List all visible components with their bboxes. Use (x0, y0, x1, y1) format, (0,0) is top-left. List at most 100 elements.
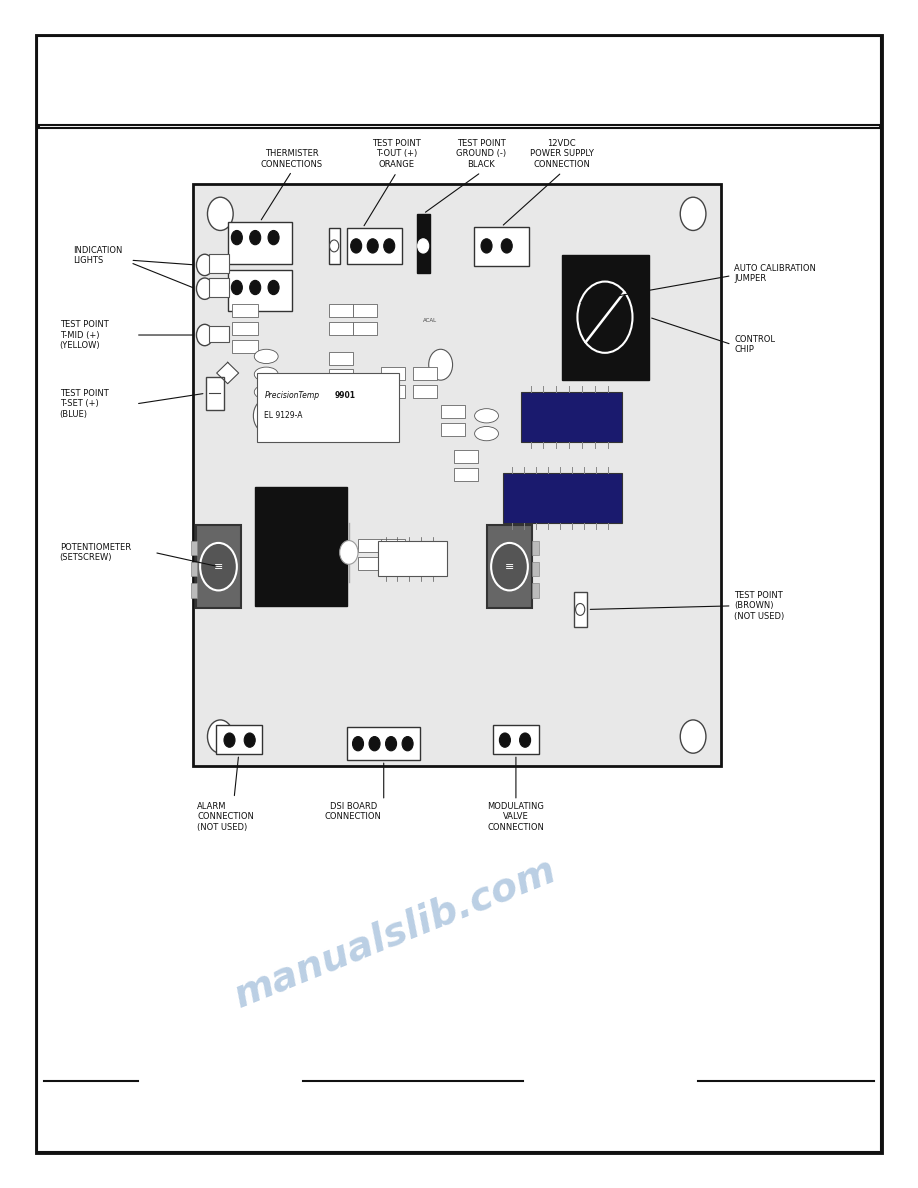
Text: ≡: ≡ (214, 562, 223, 571)
Circle shape (196, 278, 213, 299)
Bar (347, 228, 402, 264)
Bar (413, 385, 437, 398)
Bar (228, 222, 292, 264)
Bar (381, 539, 405, 552)
Bar (353, 304, 377, 317)
Text: DSI BOARD
CONNECTION: DSI BOARD CONNECTION (325, 802, 382, 821)
Bar (329, 322, 353, 335)
Bar (417, 214, 430, 273)
Bar (329, 352, 353, 365)
Text: TEST POINT
T-SET (+)
(BLUE): TEST POINT T-SET (+) (BLUE) (60, 388, 108, 419)
Text: TEST POINT
(BROWN)
(NOT USED): TEST POINT (BROWN) (NOT USED) (734, 590, 785, 621)
Circle shape (330, 240, 339, 252)
Bar (441, 423, 465, 436)
Bar (228, 270, 292, 311)
Bar (232, 340, 258, 353)
Circle shape (196, 324, 213, 346)
Circle shape (577, 282, 633, 353)
Circle shape (244, 733, 255, 747)
Circle shape (207, 720, 233, 753)
Bar (381, 385, 405, 398)
Bar (358, 415, 382, 428)
Ellipse shape (254, 349, 278, 364)
Circle shape (231, 280, 242, 295)
Text: MODULATING
VALVE
CONNECTION: MODULATING VALVE CONNECTION (487, 802, 544, 832)
Bar (206, 377, 224, 410)
Ellipse shape (254, 367, 278, 381)
Text: TEST POINT
GROUND (-)
BLACK: TEST POINT GROUND (-) BLACK (456, 139, 506, 169)
Bar (37, 36, 881, 125)
Text: 9901: 9901 (335, 391, 356, 400)
Bar (496, 557, 520, 570)
Bar (191, 562, 197, 576)
Ellipse shape (254, 385, 278, 399)
Bar (496, 539, 520, 552)
Ellipse shape (475, 409, 498, 423)
Bar (378, 541, 447, 576)
Circle shape (418, 239, 429, 253)
Bar (562, 255, 649, 380)
Circle shape (386, 737, 397, 751)
Bar (454, 450, 478, 463)
Text: AUTO CALIBRATION
JUMPER: AUTO CALIBRATION JUMPER (734, 264, 816, 283)
Circle shape (680, 720, 706, 753)
Circle shape (402, 737, 413, 751)
Bar (191, 541, 197, 555)
Bar (329, 228, 340, 264)
Circle shape (351, 239, 362, 253)
Text: ALARM
CONNECTION
(NOT USED): ALARM CONNECTION (NOT USED) (197, 802, 254, 832)
Bar (37, 128, 881, 1152)
Circle shape (250, 280, 261, 295)
Text: INDICATION
LIGHTS: INDICATION LIGHTS (73, 246, 123, 265)
Circle shape (576, 604, 585, 615)
Bar (196, 525, 241, 608)
Bar (532, 583, 539, 598)
Text: manualslib.com: manualslib.com (228, 851, 562, 1015)
Circle shape (499, 733, 510, 747)
Bar (257, 373, 399, 442)
Bar (532, 562, 539, 576)
Bar (353, 322, 377, 335)
Bar (487, 525, 532, 608)
Bar (255, 487, 347, 606)
Circle shape (501, 239, 512, 253)
Bar (329, 304, 353, 317)
Circle shape (369, 737, 380, 751)
Circle shape (353, 737, 364, 751)
Bar (193, 184, 721, 766)
Text: EL 9129-A: EL 9129-A (264, 411, 303, 421)
Text: PrecisionTemp: PrecisionTemp (264, 391, 319, 400)
Circle shape (207, 197, 233, 230)
Text: TEST POINT
T-OUT (+)
ORANGE: TEST POINT T-OUT (+) ORANGE (372, 139, 421, 169)
Circle shape (250, 230, 261, 245)
Circle shape (268, 230, 279, 245)
Bar (493, 725, 539, 754)
Bar (358, 539, 382, 552)
Bar (216, 725, 262, 754)
Bar (532, 541, 539, 555)
Circle shape (384, 239, 395, 253)
Bar (454, 468, 478, 481)
Circle shape (491, 543, 528, 590)
Circle shape (429, 349, 453, 380)
Circle shape (200, 543, 237, 590)
Bar (358, 557, 382, 570)
Circle shape (231, 230, 242, 245)
Bar (441, 405, 465, 418)
Circle shape (520, 733, 531, 747)
Bar (209, 278, 230, 297)
Bar (232, 304, 258, 317)
Text: ≡: ≡ (505, 562, 514, 571)
Circle shape (340, 541, 358, 564)
Text: TEST POINT
T-MID (+)
(YELLOW): TEST POINT T-MID (+) (YELLOW) (60, 320, 108, 350)
Circle shape (253, 399, 279, 432)
Text: 12VDC
POWER SUPPLY
CONNECTION: 12VDC POWER SUPPLY CONNECTION (530, 139, 594, 169)
Text: ACAL: ACAL (422, 318, 437, 323)
Bar (381, 557, 405, 570)
Bar (503, 473, 622, 523)
Bar (347, 727, 420, 760)
Bar (329, 369, 353, 383)
Ellipse shape (475, 426, 498, 441)
Text: THERMISTER
CONNECTIONS: THERMISTER CONNECTIONS (261, 150, 323, 169)
Bar (191, 583, 197, 598)
